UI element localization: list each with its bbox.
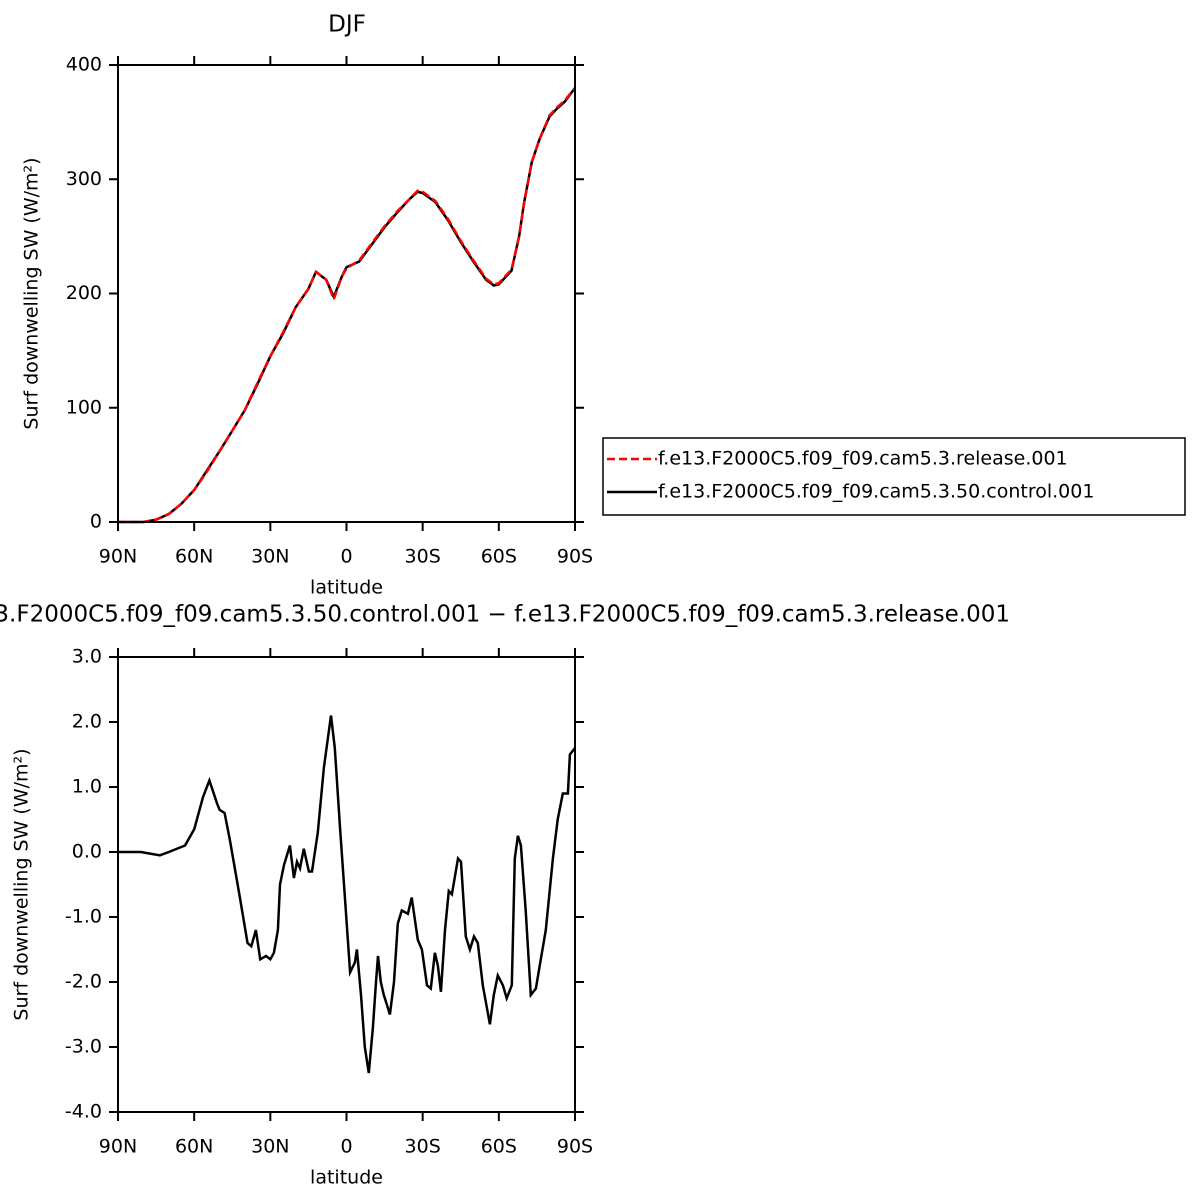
chart-title: f.e13.F2000C5.f09_f09.cam5.3.50.control.…: [0, 602, 1010, 628]
x-tick-label: 30N: [251, 1136, 289, 1158]
x-tick-label: 90S: [557, 546, 593, 568]
y-tick-label: 100: [66, 396, 102, 418]
x-tick-label: 60N: [175, 546, 213, 568]
legend-label: f.e13.F2000C5.f09_f09.cam5.3.release.001: [658, 448, 1068, 470]
y-tick-label: -4.0: [65, 1101, 102, 1123]
x-tick-label: 0: [340, 546, 352, 568]
x-tick-label: 30N: [251, 546, 289, 568]
y-tick-label: 1.0: [72, 776, 102, 798]
y-tick-label: 0: [90, 511, 102, 533]
legend-box: [602, 437, 1186, 516]
x-tick-label: 90N: [99, 546, 137, 568]
x-tick-label: 60N: [175, 1136, 213, 1158]
data-line: [118, 715, 576, 1074]
y-tick-label: -3.0: [65, 1036, 102, 1058]
plot-frame: [117, 656, 576, 1113]
y-tick-label: 200: [66, 282, 102, 304]
x-tick-label: 60S: [481, 1136, 517, 1158]
data-line: [118, 87, 576, 524]
x-axis-label: latitude: [310, 1167, 383, 1189]
y-tick-label: 2.0: [72, 711, 102, 733]
x-tick-label: 30S: [405, 1136, 441, 1158]
y-axis-label: Surf downwelling SW (W/m²): [11, 748, 33, 1020]
chart-title: DJF: [328, 12, 366, 38]
y-tick-label: -2.0: [65, 971, 102, 993]
x-tick-label: 90N: [99, 1136, 137, 1158]
y-tick-label: -1.0: [65, 906, 102, 928]
x-tick-label: 60S: [481, 546, 517, 568]
data-line: [118, 87, 577, 524]
x-tick-label: 90S: [557, 1136, 593, 1158]
plot-frame: [117, 64, 576, 523]
y-tick-label: 0.0: [72, 841, 102, 863]
y-axis-label: Surf downwelling SW (W/m²): [21, 157, 43, 429]
y-tick-label: 300: [66, 168, 102, 190]
legend-label: f.e13.F2000C5.f09_f09.cam5.3.50.control.…: [658, 481, 1094, 503]
x-tick-label: 30S: [405, 546, 441, 568]
x-axis-label: latitude: [310, 577, 383, 599]
y-tick-label: 3.0: [72, 646, 102, 668]
x-tick-label: 0: [340, 1136, 352, 1158]
y-tick-label: 400: [66, 54, 102, 76]
